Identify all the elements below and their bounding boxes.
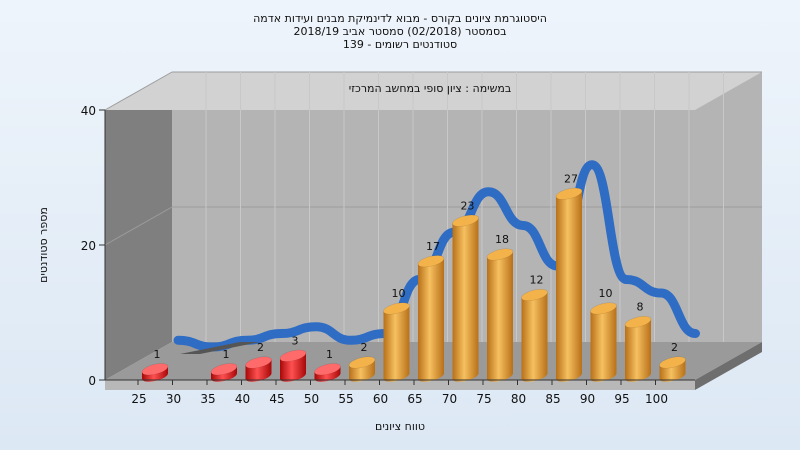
bar	[245, 356, 272, 382]
bar-top	[624, 316, 652, 328]
x-tick-label: 30	[166, 392, 181, 406]
bar-value-label: 17	[426, 240, 440, 253]
bar	[590, 302, 617, 382]
x-tick-label: 70	[442, 392, 457, 406]
bar-value-label: 10	[599, 287, 613, 300]
x-tick-label: 45	[269, 392, 284, 406]
chart-title-line-2: בסמסטר (02/2018) סמסטר אביב 2018/19	[293, 25, 507, 38]
bar-top	[279, 349, 307, 362]
bar	[659, 356, 686, 382]
bar-top	[417, 255, 445, 268]
bar-value-label: 2	[257, 341, 264, 354]
bar-value-label: 2	[361, 341, 368, 354]
x-tick-label: 60	[373, 392, 388, 406]
x-tick-label: 95	[614, 392, 629, 406]
bar-value-label: 12	[530, 274, 544, 287]
x-tick-label: 100	[645, 392, 668, 406]
bar-value-label: 1	[326, 348, 333, 361]
bar	[279, 349, 307, 382]
bar-top	[348, 356, 376, 369]
bar-top	[245, 356, 272, 369]
grid-line-side	[104, 206, 173, 246]
x-tick-label: 35	[200, 392, 215, 406]
floor-edge	[695, 342, 762, 390]
bar-body	[487, 251, 513, 382]
bar-body	[452, 217, 479, 382]
bar-top	[659, 356, 686, 369]
y-tick-label: 20	[81, 239, 96, 253]
y-axis: 0 20 40	[81, 104, 106, 388]
bar	[417, 255, 445, 382]
chart-title-line-3: סטודנטים רשומים - 139	[342, 38, 458, 51]
bar-top	[590, 302, 617, 315]
x-tick-label: 80	[511, 392, 526, 406]
bar-body	[418, 258, 444, 382]
x-tick-label: 75	[476, 392, 491, 406]
y-tick-label: 0	[88, 374, 96, 388]
bar-value-label: 8	[637, 301, 644, 314]
bar	[486, 248, 514, 382]
bar-body	[556, 190, 582, 382]
bar-top	[141, 363, 169, 376]
bar	[348, 356, 376, 382]
x-tick-label: 25	[131, 392, 146, 406]
bar-value-label: 18	[495, 233, 509, 246]
top-edge	[105, 72, 762, 110]
x-axis: 25 30 35 40 45 50 55 60 65 70 75 80 85 90 95 100	[105, 379, 695, 406]
bar-top	[452, 214, 479, 227]
x-tick-label: 90	[580, 392, 595, 406]
bar	[521, 289, 548, 382]
bar-body	[590, 305, 617, 382]
x-tick-label: 85	[545, 392, 560, 406]
bar-top	[486, 248, 514, 261]
bar-body	[625, 319, 651, 382]
bar	[452, 214, 479, 382]
bar-top	[210, 363, 238, 376]
bar	[210, 363, 238, 382]
zero-bar-shadow	[180, 342, 260, 354]
x-tick-label: 65	[407, 392, 422, 406]
bar-body	[521, 292, 548, 382]
x-tick-label: 40	[235, 392, 250, 406]
bar-value-label: 10	[392, 287, 406, 300]
x-tick-label: 50	[304, 392, 319, 406]
grid-line-side	[104, 71, 173, 111]
bar-top	[555, 187, 583, 200]
bar-value-label: 1	[223, 348, 230, 361]
bar	[314, 363, 341, 382]
bar	[141, 363, 169, 382]
bar-top	[521, 289, 548, 301]
x-axis-title: טווח ציונים	[375, 420, 425, 433]
y-axis-title: מספר סטודנטים	[37, 207, 50, 283]
bar-top	[383, 302, 410, 315]
bar	[383, 302, 410, 382]
bar-value-label: 1	[154, 348, 161, 361]
x-tick-label: 55	[338, 392, 353, 406]
bar-value-label: 27	[564, 172, 578, 185]
bar-top	[314, 363, 341, 376]
y-tick-label: 40	[81, 104, 96, 118]
chart-annotation: במשימה : ציון סופי במחשב המרכזי	[349, 82, 512, 95]
bar	[555, 187, 583, 382]
bar-value-label: 3	[292, 334, 299, 347]
floor-front-edge	[105, 380, 695, 390]
bar-body	[383, 305, 410, 382]
bar-value-label: 23	[461, 199, 475, 212]
grid	[104, 71, 762, 342]
bar-value-label: 2	[671, 341, 678, 354]
bar	[624, 316, 652, 382]
chart-title-line-1: היסטוגרמת ציונים בקורס - מבוא לדינמיקת מ…	[253, 12, 547, 25]
